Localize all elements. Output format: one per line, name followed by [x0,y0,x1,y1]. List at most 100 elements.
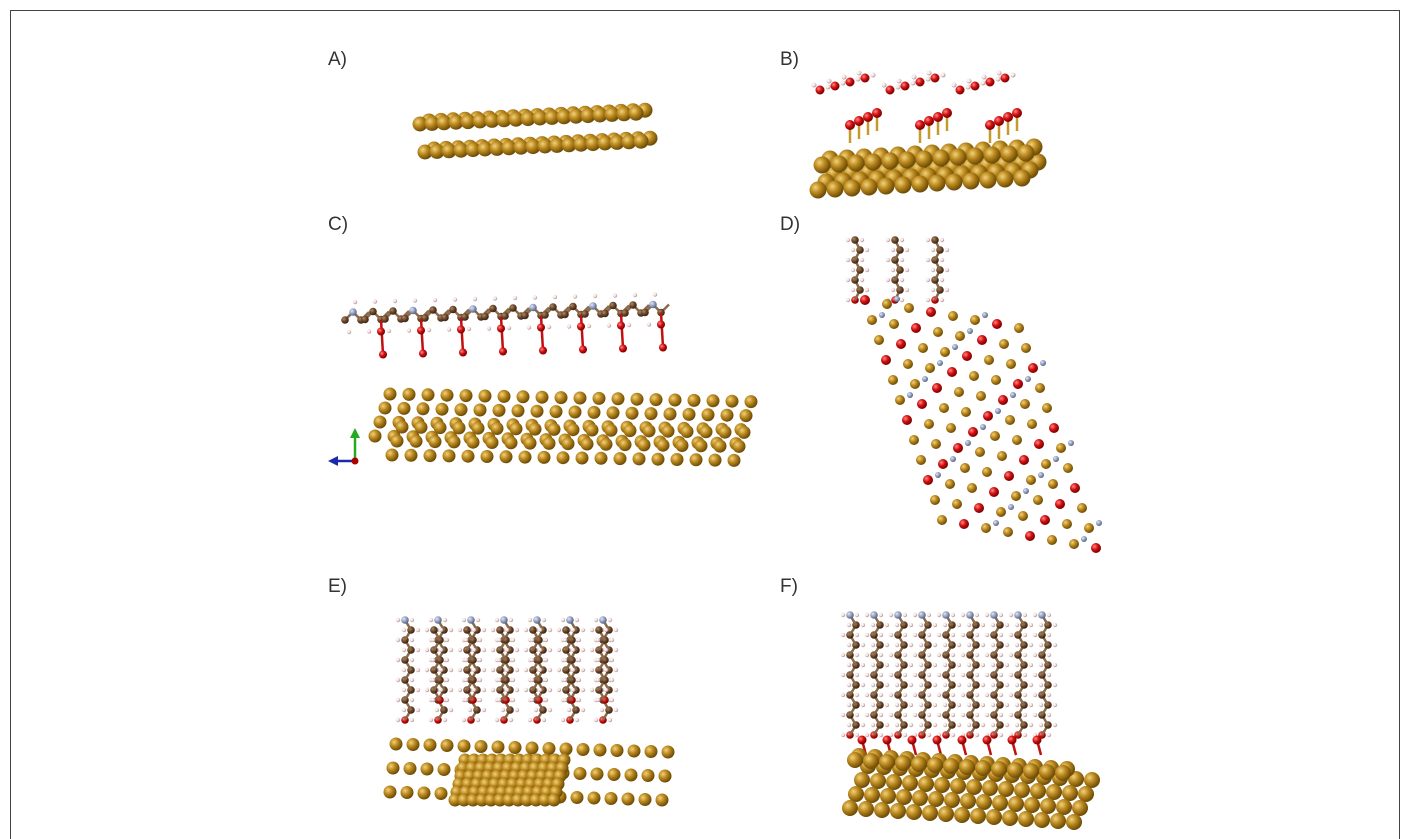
atom [377,328,385,336]
atom [847,623,851,627]
atom [589,302,597,310]
atom [1096,520,1102,526]
atom [1011,73,1016,78]
atom [517,390,530,403]
atom [1029,723,1033,727]
atom [688,394,701,407]
atom [491,668,495,672]
atom [871,683,875,687]
atom [513,296,517,300]
atom [575,618,579,622]
atom [610,678,614,682]
atom [590,688,594,692]
atom [427,328,431,332]
atom [926,238,930,242]
atom [671,453,684,466]
atom [891,236,899,244]
atom [659,344,667,352]
atom [482,648,486,652]
atom [827,181,844,198]
atom [1009,693,1013,697]
atom [986,78,995,87]
atom [879,713,883,717]
atom [945,248,949,252]
atom [1014,323,1024,333]
atom [588,406,601,419]
atom [1047,535,1057,545]
atom [662,746,675,759]
atom [970,315,980,325]
atom [497,698,501,702]
atom [435,787,448,800]
atom [476,718,480,722]
atom [931,439,941,449]
atom [1040,515,1050,525]
atom [647,322,651,326]
atom [539,347,547,355]
atom [422,388,435,401]
atom [812,83,817,88]
atom [865,713,869,717]
atom [967,328,973,334]
atom [436,403,449,416]
atom [1009,673,1013,677]
atom [391,435,404,448]
atom [416,648,420,652]
atom [410,658,414,662]
atom [981,643,985,647]
atom [641,309,649,317]
atom [542,618,546,622]
atom [903,653,907,657]
atom [951,653,955,657]
atom [885,663,889,667]
atom [871,73,876,78]
atom [1018,511,1028,521]
atom [810,182,827,199]
atom [424,449,437,462]
atom [453,421,466,434]
atom [429,306,437,314]
atom [482,628,486,632]
atom [410,678,414,682]
atom [967,148,984,165]
atom [982,780,998,796]
atom [912,790,928,806]
atom [882,299,892,309]
atom [927,693,931,697]
atom [441,314,449,322]
atom [863,112,873,122]
atom [557,648,561,652]
atom [548,648,552,652]
atom [944,792,960,808]
atom [986,809,1002,825]
atom [865,288,869,292]
atom [530,698,534,702]
atom [1025,376,1031,382]
atom [533,295,537,299]
atom [927,71,932,76]
atom [524,688,528,692]
atom [505,436,518,449]
atom [1077,503,1087,513]
atom [449,306,457,314]
atom [848,155,865,172]
atom [439,628,443,632]
atom [571,628,575,632]
atom [557,451,570,464]
atom [913,673,917,677]
atom [848,786,864,802]
atom [657,439,670,452]
atom [581,648,585,652]
atom [851,288,855,292]
atom [538,648,542,652]
atom [975,673,979,677]
atom [464,638,468,642]
atom [425,628,429,632]
atom [505,648,509,652]
atom [997,71,1002,76]
atom [846,278,850,282]
atom [937,613,941,617]
atom [847,643,851,647]
atom [403,388,416,401]
atom [967,643,971,647]
